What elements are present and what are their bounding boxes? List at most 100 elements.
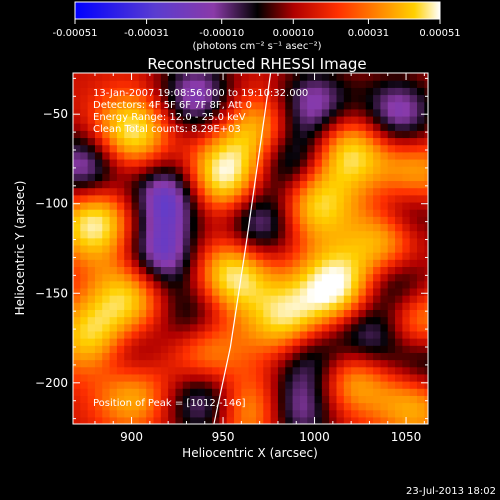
heatmap-cell (358, 330, 367, 339)
heatmap-cell (307, 338, 316, 346)
heatmap-cell (358, 73, 367, 81)
heatmap-cell (263, 302, 272, 310)
heatmap-cell (153, 166, 162, 174)
heatmap-cell (402, 366, 411, 375)
heatmap-cell (175, 130, 184, 139)
heatmap-cell (409, 309, 418, 318)
heatmap-cell (277, 166, 286, 174)
heatmap-cell (395, 166, 403, 174)
heatmap-cell (343, 144, 352, 153)
heatmap-cell (351, 338, 360, 346)
heatmap-cell (329, 194, 338, 203)
heatmap-cell (424, 151, 428, 160)
heatmap-cell (153, 101, 162, 110)
heatmap-cell (87, 94, 96, 103)
heatmap-cell (212, 259, 220, 267)
heatmap-cell (285, 230, 294, 239)
heatmap-cell (94, 216, 103, 225)
heatmap-cell (102, 295, 111, 303)
heatmap-cell (212, 287, 220, 296)
heatmap-cell (307, 144, 316, 153)
heatmap-cell (321, 94, 330, 103)
heatmap-cell (387, 151, 396, 160)
heatmap-cell (131, 295, 140, 303)
heatmap-cell (153, 409, 162, 418)
heatmap-cell (336, 323, 345, 332)
heatmap-cell (402, 115, 411, 124)
heatmap-cell (234, 287, 242, 296)
heatmap-cell (402, 402, 411, 411)
heatmap-cell (358, 123, 367, 131)
heatmap-cell (314, 266, 323, 275)
heatmap-cell (116, 345, 125, 353)
heatmap-cell (277, 144, 286, 153)
heatmap-cell (380, 381, 389, 389)
heatmap-cell (373, 194, 382, 203)
heatmap-cell (380, 416, 389, 424)
heatmap-cell (80, 366, 89, 375)
heatmap-cell (138, 323, 147, 332)
heatmap-cell (307, 409, 316, 418)
heatmap-cell (321, 180, 330, 189)
heatmap-cell (212, 166, 220, 174)
heatmap-cell (146, 201, 155, 210)
heatmap-cell (373, 352, 382, 361)
heatmap-cell (263, 151, 272, 160)
heatmap-cell (80, 323, 89, 332)
heatmap-cell (365, 309, 374, 318)
heatmap-cell (277, 87, 286, 96)
heatmap-cell (351, 295, 360, 303)
heatmap-cell (168, 388, 177, 396)
heatmap-cell (299, 359, 308, 368)
heatmap-cell (80, 201, 89, 210)
heatmap-cell (329, 108, 338, 117)
heatmap-cell (131, 323, 140, 332)
heatmap-cell (102, 130, 111, 139)
heatmap-cell (299, 395, 308, 404)
heatmap-cell (336, 381, 345, 389)
heatmap-cell (175, 373, 184, 382)
heatmap-cell (424, 295, 428, 303)
heatmap-cell (387, 280, 396, 289)
heatmap-cell (285, 223, 294, 232)
heatmap-cell (234, 223, 242, 232)
heatmap-cell (263, 180, 272, 189)
heatmap-cell (417, 137, 425, 146)
heatmap-cell (146, 402, 155, 411)
heatmap-cell (131, 216, 140, 225)
heatmap-cell (80, 80, 89, 88)
heatmap-cell (80, 151, 89, 160)
heatmap-cell (277, 259, 286, 267)
heatmap-cell (417, 166, 425, 174)
heatmap-cell (80, 166, 89, 174)
heatmap-cell (116, 330, 125, 339)
heatmap-cell (168, 209, 177, 217)
heatmap-cell (277, 323, 286, 332)
heatmap-cell (153, 359, 162, 368)
heatmap-cell (409, 223, 418, 232)
heatmap-cell (285, 216, 294, 225)
heatmap-cell (358, 316, 367, 325)
heatmap-cell (234, 402, 242, 411)
heatmap-cell (358, 180, 367, 189)
heatmap-cell (124, 280, 133, 289)
heatmap-cell (409, 80, 418, 88)
heatmap-cell (109, 345, 118, 353)
y-tick-label: −100 (35, 197, 68, 211)
heatmap-cell (219, 338, 228, 346)
heatmap-cell (336, 101, 345, 110)
heatmap-cell (307, 345, 316, 353)
heatmap-cell (73, 416, 81, 424)
heatmap-cell (373, 216, 382, 225)
heatmap-cell (116, 223, 125, 232)
heatmap-cell (292, 409, 301, 418)
heatmap-cell (226, 137, 235, 146)
heatmap-cell (380, 137, 389, 146)
heatmap-cell (351, 273, 360, 282)
heatmap-cell (314, 158, 323, 167)
heatmap-cell (109, 366, 118, 375)
heatmap-cell (314, 309, 323, 318)
heatmap-cell (314, 388, 323, 396)
heatmap-cell (336, 395, 345, 404)
heatmap-cell (94, 101, 103, 110)
